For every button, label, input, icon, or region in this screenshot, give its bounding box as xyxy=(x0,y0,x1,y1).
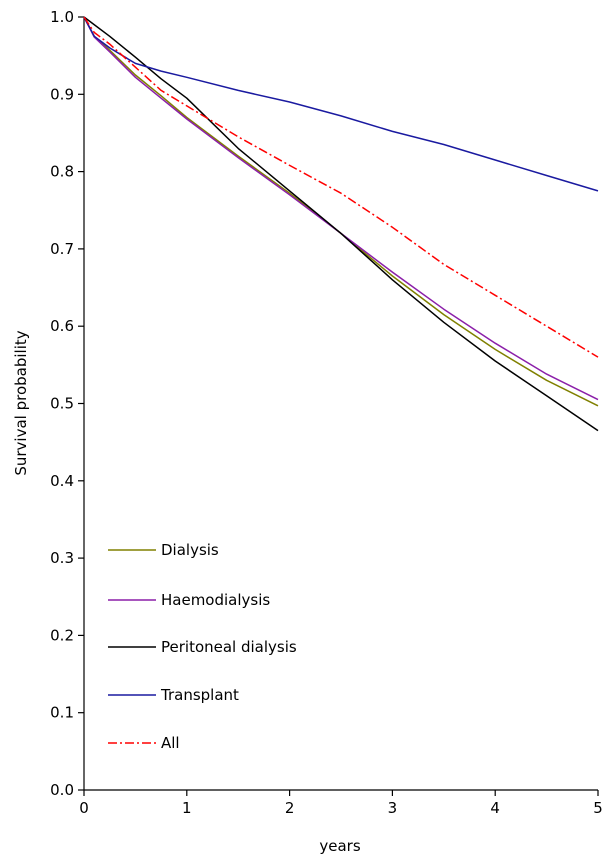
legend-label: All xyxy=(161,734,180,752)
series-line-all xyxy=(83,16,599,358)
x-tick-label: 0 xyxy=(79,799,89,817)
legend-label: Dialysis xyxy=(161,541,219,559)
series-line-peritoneal-dialysis xyxy=(83,16,599,432)
legend: Dialysis Haemodialysis Peritoneal dialysis… xyxy=(108,541,297,752)
legend-item-transplant: Transplant xyxy=(108,686,239,704)
legend-label: Transplant xyxy=(160,686,239,704)
x-axis-title: years xyxy=(319,837,360,855)
y-tick-label: 0.2 xyxy=(50,626,74,644)
legend-item-all: All xyxy=(108,734,180,752)
legend-item-haemodialysis: Haemodialysis xyxy=(108,591,270,609)
y-tick-label: 0.5 xyxy=(50,395,74,413)
y-tick-label: 0.7 xyxy=(50,240,74,258)
legend-item-dialysis: Dialysis xyxy=(108,541,219,559)
series-lines xyxy=(83,16,599,432)
x-tick-label: 1 xyxy=(182,799,192,817)
y-tick-label: 0.3 xyxy=(50,549,74,567)
series-line-dialysis xyxy=(83,16,599,407)
y-tick-label: 0.1 xyxy=(50,704,74,722)
legend-item-peritoneal-dialysis: Peritoneal dialysis xyxy=(108,638,297,656)
x-tick-label: 3 xyxy=(388,799,398,817)
y-axis-title: Survival probability xyxy=(12,330,30,475)
y-tick-label: 0.8 xyxy=(50,163,74,181)
y-tick-label: 0.0 xyxy=(50,781,74,799)
series-line-transplant xyxy=(83,16,599,192)
y-tick-label: 0.6 xyxy=(50,317,74,335)
y-tick-label: 0.9 xyxy=(50,85,74,103)
legend-label: Haemodialysis xyxy=(161,591,270,609)
series-line-haemodialysis xyxy=(83,16,599,401)
y-tick-label: 0.4 xyxy=(50,472,74,490)
y-tick-label: 1.0 xyxy=(50,8,74,26)
x-tick-label: 4 xyxy=(490,799,500,817)
axes: 0.0 0.1 0.2 0.3 0.4 0.5 0.6 0.7 0.8 0.9 1.0 0 1 2 3 4 5 xyxy=(50,8,603,817)
x-tick-label: 5 xyxy=(593,799,603,817)
x-tick-label: 2 xyxy=(285,799,295,817)
legend-label: Peritoneal dialysis xyxy=(161,638,297,656)
